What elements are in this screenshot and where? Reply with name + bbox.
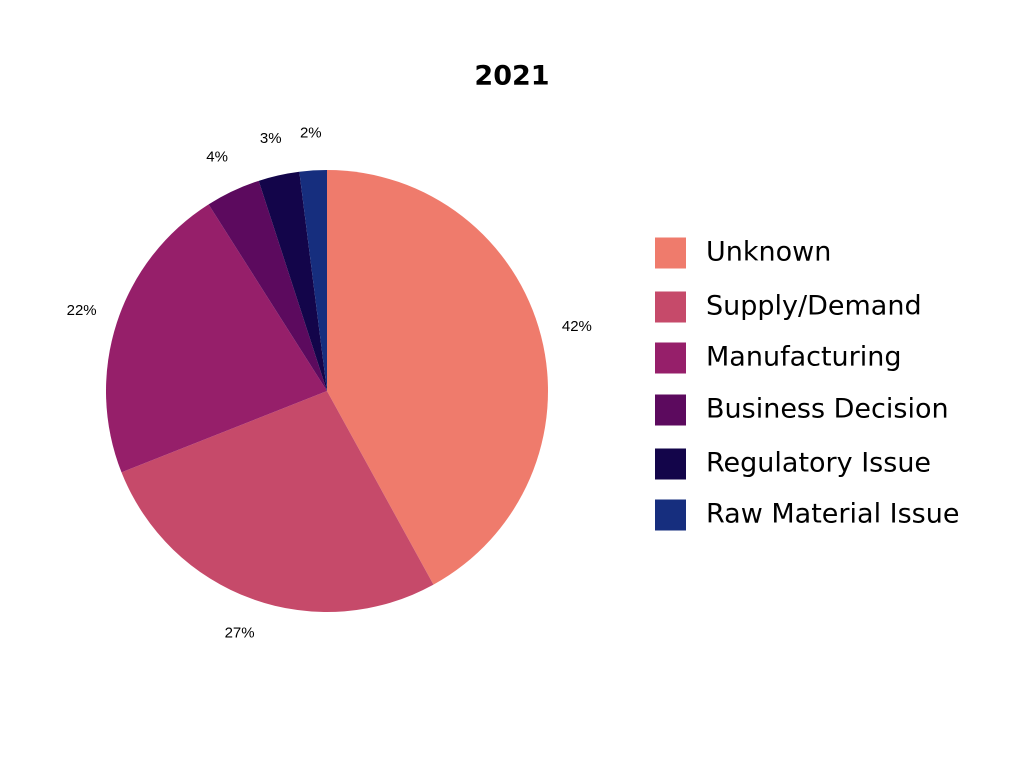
value-label: 27%: [225, 625, 255, 642]
pie-slice: [121, 391, 434, 612]
pie-slice: [258, 171, 327, 391]
pie-slice: [106, 204, 328, 473]
legend-label: Manufacturing: [706, 342, 902, 373]
legend-swatch: [655, 342, 686, 374]
legend-label: Regulatory Issue: [706, 448, 931, 479]
legend-swatch: [655, 394, 686, 426]
value-label: 4%: [206, 149, 228, 166]
legend-swatch: [655, 291, 686, 323]
pie-slice: [327, 170, 548, 585]
legend-label: Raw Material Issue: [706, 499, 959, 530]
legend-label: Business Decision: [706, 394, 949, 425]
chart-title: 2021: [474, 61, 549, 92]
value-label: 22%: [67, 302, 97, 319]
value-label: 42%: [562, 318, 592, 335]
legend-label: Supply/Demand: [706, 291, 922, 322]
legend-label: Unknown: [706, 237, 831, 268]
legend-swatch: [655, 237, 686, 269]
pie-slice: [299, 170, 327, 391]
legend-swatch: [655, 448, 686, 480]
pie-slice: [208, 180, 327, 391]
legend-swatch: [655, 499, 686, 531]
value-label: 3%: [260, 130, 282, 147]
value-label: 2%: [300, 124, 322, 141]
